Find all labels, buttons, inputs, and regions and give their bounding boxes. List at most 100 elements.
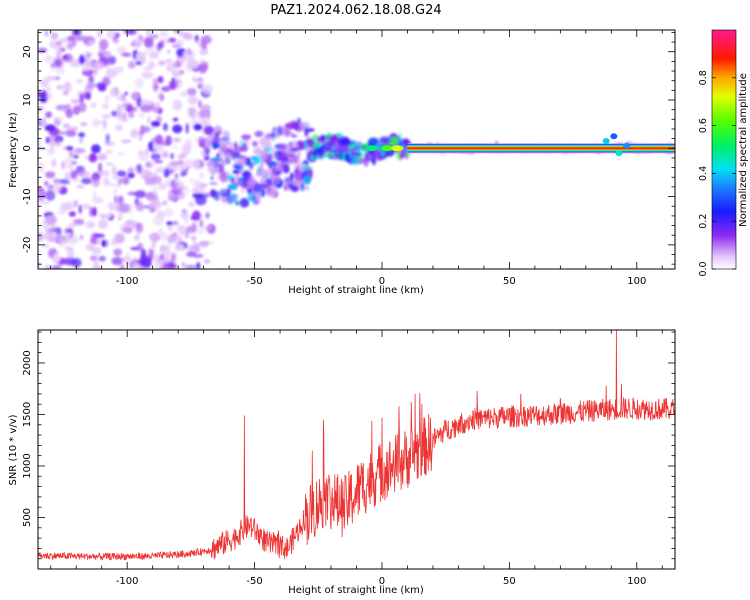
spectrogram-blob — [227, 193, 238, 204]
spectrogram-blob — [153, 160, 164, 164]
spectrogram-blob — [221, 136, 231, 141]
spectrogram-blob — [85, 220, 96, 229]
colorbar-gradient — [711, 29, 737, 270]
spectrogram-blob — [163, 208, 174, 217]
spectrogram-blob — [160, 265, 170, 269]
spectrogram-blob — [92, 118, 100, 128]
spectrogram-blob — [119, 117, 129, 122]
spectrogram-blob — [181, 208, 187, 214]
y-tick-label: 1500 — [22, 402, 33, 427]
spectrogram-blob — [73, 148, 86, 154]
spectrogram-blob — [155, 166, 166, 174]
spectrogram-blob — [138, 55, 146, 63]
spectrogram-blob — [41, 117, 47, 127]
spectrogram-blob — [135, 200, 143, 212]
spectrogram-blob — [103, 50, 112, 59]
spectrogram-blob — [214, 190, 221, 202]
spectrogram-blob — [116, 170, 127, 177]
snr-plot: -100 -50 0 50 100 500 1000 1500 2000 Height of … — [8, 329, 676, 596]
spectrogram-blob — [82, 203, 92, 210]
spectrogram-blob — [250, 156, 256, 160]
spectrogram-blob — [183, 32, 194, 41]
spectrogram-blob — [117, 195, 124, 204]
spectrogram-blob — [158, 228, 163, 234]
spectrogram-blob — [328, 135, 336, 142]
spectrogram-blob — [241, 134, 252, 140]
spectrogram-blob — [58, 131, 68, 135]
spectrogram-blob — [257, 183, 268, 188]
y-tick-label: 1000 — [22, 453, 33, 478]
spectrogram-blob — [173, 137, 182, 143]
spectrogram-blob — [139, 112, 145, 118]
spectrogram-blob — [162, 257, 172, 264]
spectrogram-blob — [335, 142, 341, 153]
spectrogram-blob — [132, 256, 138, 268]
spectrogram-blob — [234, 164, 241, 170]
bottom-x-axis-label: Height of straight line (km) — [288, 585, 424, 596]
spectrogram-blob — [69, 61, 81, 68]
spectrogram-blob — [98, 213, 105, 218]
spectrogram-blob — [55, 234, 68, 242]
spectrogram-blob — [134, 77, 144, 89]
spectrogram-blob — [185, 122, 189, 134]
spectrogram-blob — [165, 135, 173, 147]
spectrogram-blob — [191, 210, 201, 221]
spectrogram-blob — [91, 246, 102, 255]
spectrogram-blob — [372, 154, 384, 159]
spectrogram-blob — [116, 95, 123, 101]
spectrogram-blob — [283, 161, 295, 165]
spectrogram-blob — [127, 166, 135, 175]
spectrogram-blob — [114, 233, 125, 244]
spectrogram-blob — [130, 246, 140, 251]
spectrogram-blob — [124, 91, 128, 96]
spectrogram-blob — [64, 171, 71, 181]
spectrogram-blob — [152, 78, 158, 83]
spectrogram-blob — [290, 185, 300, 192]
spectrogram-blob — [361, 144, 366, 152]
spectrogram-blob — [185, 47, 192, 55]
spectrogram-blob — [62, 55, 69, 60]
spectrogram-blob — [46, 184, 54, 190]
spectrogram-blob — [45, 136, 51, 144]
spectrogram-blob — [79, 136, 83, 144]
spectrogram-blob — [249, 162, 254, 170]
spectrogram-blob — [139, 257, 152, 268]
spectrogram-blob — [114, 32, 120, 39]
spectrogram-blob — [43, 76, 47, 85]
spectrogram-blob — [131, 39, 135, 47]
spectrogram-blob — [116, 111, 120, 122]
spectrogram-blob — [259, 137, 268, 141]
spectrogram-blob — [44, 264, 53, 269]
spectrogram-blob — [356, 147, 360, 155]
signal-blob — [615, 150, 623, 157]
spectrogram-blob — [148, 202, 156, 209]
spectrogram-blob — [56, 50, 62, 58]
spectrogram-blob — [59, 178, 71, 185]
spectrogram-blob — [254, 130, 264, 138]
spectrogram-blob — [43, 180, 49, 186]
spectrogram-blob — [140, 124, 145, 136]
spectrogram-blob — [193, 242, 201, 253]
spectrogram-blob — [293, 169, 300, 175]
spectrogram-blob — [127, 172, 135, 179]
spectrogram-blob — [38, 262, 42, 268]
spectrogram-blob — [145, 161, 154, 169]
spectrogram-blob — [251, 140, 259, 147]
spectrogram-blob — [150, 120, 161, 127]
spectrogram-blob — [307, 138, 315, 148]
spectrogram-blob — [192, 76, 197, 82]
spectrogram-blob — [146, 116, 151, 124]
spectrogram-blob — [145, 30, 153, 38]
spectrogram-blob — [209, 181, 218, 186]
y-tick-label: 500 — [22, 508, 33, 527]
bottom-x-ticks: -100 -50 0 50 100 — [50, 330, 663, 587]
spectrogram-blob — [94, 256, 98, 267]
spectrogram-blob — [173, 60, 182, 69]
spectrogram-blob — [344, 153, 350, 161]
spectrogram-blob — [46, 225, 57, 230]
spectrogram-blob — [98, 39, 109, 50]
spectrogram-blob — [144, 128, 149, 133]
x-tick-label: -100 — [116, 576, 139, 587]
spectrogram-blob — [300, 166, 313, 170]
spectrogram-blob — [70, 99, 83, 104]
